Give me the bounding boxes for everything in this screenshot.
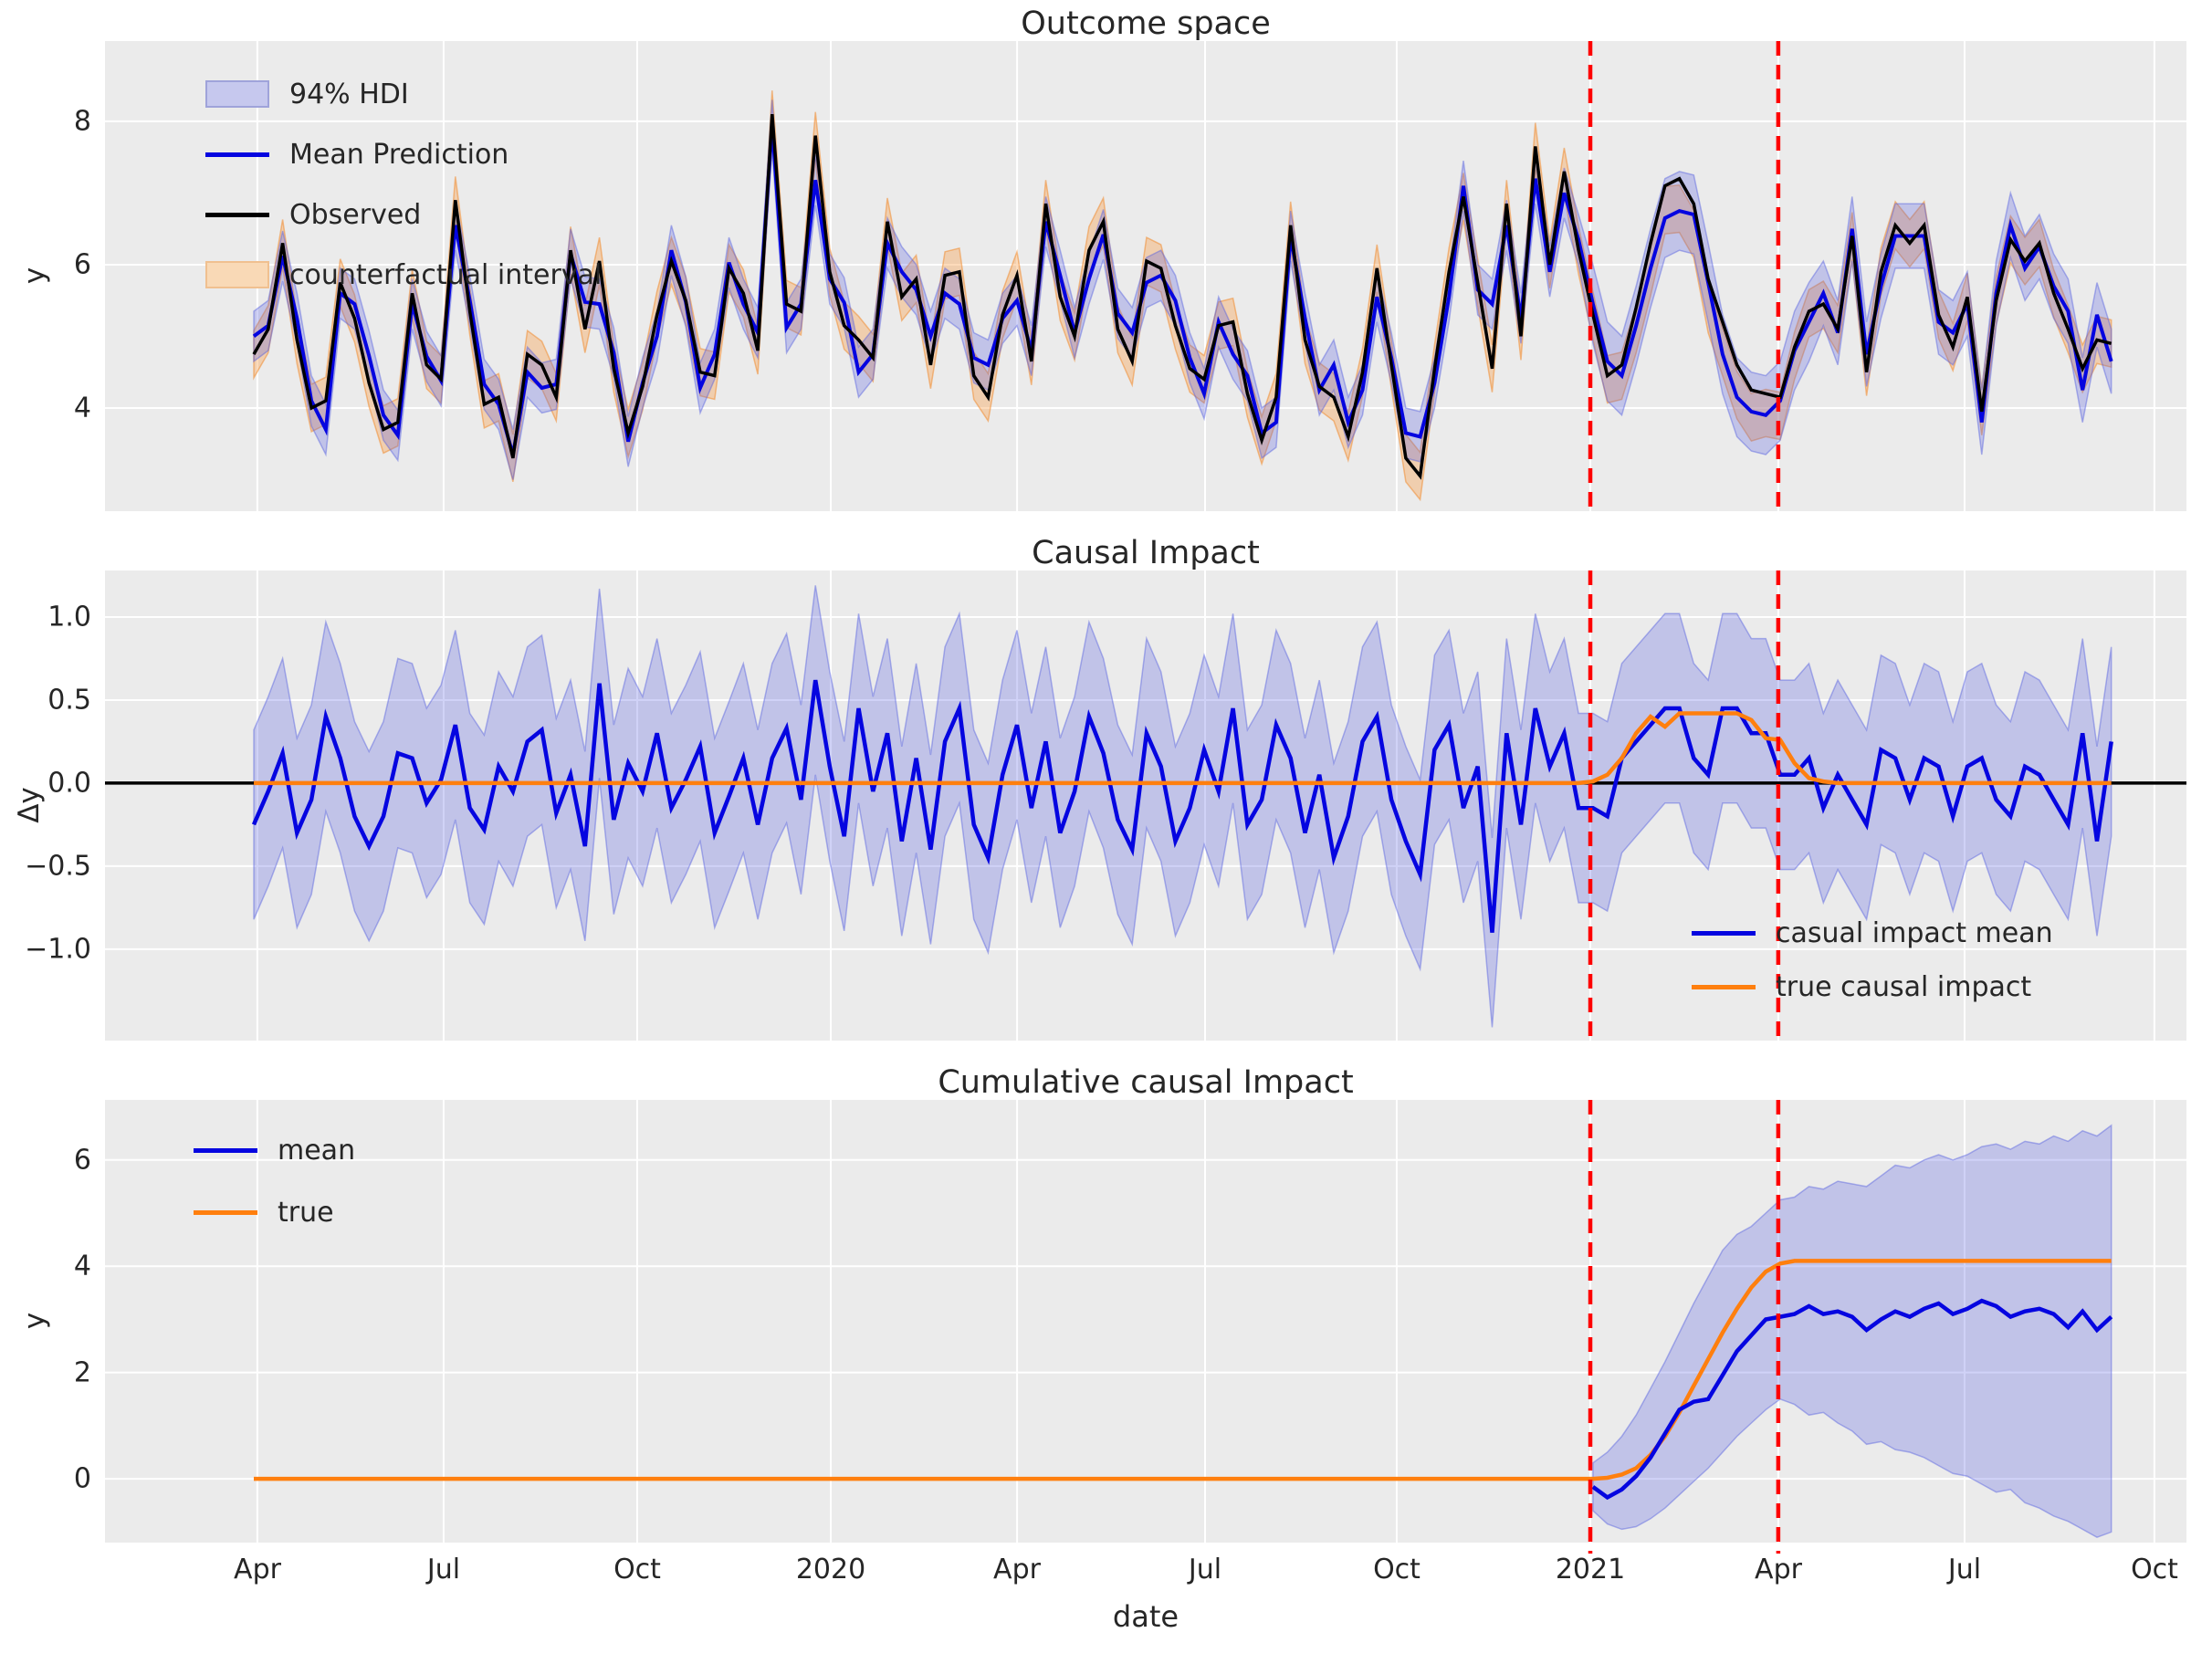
panel-title-cumulative: Cumulative causal Impact [938,1064,1354,1101]
hdi-band-swatch [205,80,269,108]
y-axis-label-cumulative: y [18,1312,51,1330]
y-tick-label: 2 [73,1356,91,1389]
true_line-line-swatch [1692,984,1756,989]
legend-label: true [278,1196,334,1229]
prediction-line-swatch [205,152,269,157]
legend-item-observed: Observed [205,198,421,231]
y-tick-label: 0 [73,1462,91,1495]
legend-item-counterfactual-interval: counterfactual interval [205,258,602,291]
legend-item-94-hdi: 94% HDI [205,78,409,110]
panel-title-impact: Causal Impact [1032,535,1260,571]
legend-item-casual-impact-mean: casual impact mean [1692,916,2053,949]
x-tick-label: Oct [2131,1554,2178,1586]
legend-item-mean-prediction: Mean Prediction [205,138,508,171]
y-tick-label: −0.5 [25,850,91,883]
legend-label: Observed [289,198,422,231]
x-tick-label: 2021 [1555,1554,1626,1586]
legend-item-mean: mean [194,1134,355,1167]
x-tick-label: Apr [234,1554,281,1586]
panel-title-outcome: Outcome space [1021,5,1271,42]
legend-label: mean [278,1134,356,1167]
prediction-line-swatch [1692,930,1756,936]
cf-band-swatch [205,261,269,288]
y-tick-label: −1.0 [25,933,91,966]
prediction-line-swatch [194,1147,257,1153]
x-tick-label: 2020 [795,1554,866,1586]
x-tick-label: Apr [1755,1554,1802,1586]
y-tick-label: 6 [73,248,91,281]
x-tick-label: Oct [1373,1554,1421,1586]
y-tick-label: 8 [73,105,91,138]
y-tick-label: 0.0 [47,767,91,800]
x-axis-label: date [1112,1599,1179,1634]
true_line-line-swatch [194,1209,257,1215]
y-tick-label: 4 [73,1250,91,1282]
x-tick-label: Jul [1947,1554,1982,1586]
x-tick-label: Apr [993,1554,1041,1586]
observed-line-swatch [205,212,269,217]
x-tick-label: Jul [1188,1554,1222,1586]
legend-label: 94% HDI [289,78,409,110]
legend-item-true: true [194,1196,334,1229]
y-tick-label: 1.0 [47,601,91,633]
x-tick-label: Oct [613,1554,661,1586]
y-tick-label: 6 [73,1144,91,1177]
legend-label: true causal impact [1776,970,2032,1003]
legend-label: counterfactual interval [289,258,603,291]
y-tick-label: 0.5 [47,684,91,717]
y-tick-label: 4 [73,392,91,424]
x-tick-label: Jul [426,1554,461,1586]
legend-item-true-causal-impact: true causal impact [1692,970,2031,1003]
legend-label: Mean Prediction [289,138,509,171]
legend-label: casual impact mean [1776,916,2053,949]
